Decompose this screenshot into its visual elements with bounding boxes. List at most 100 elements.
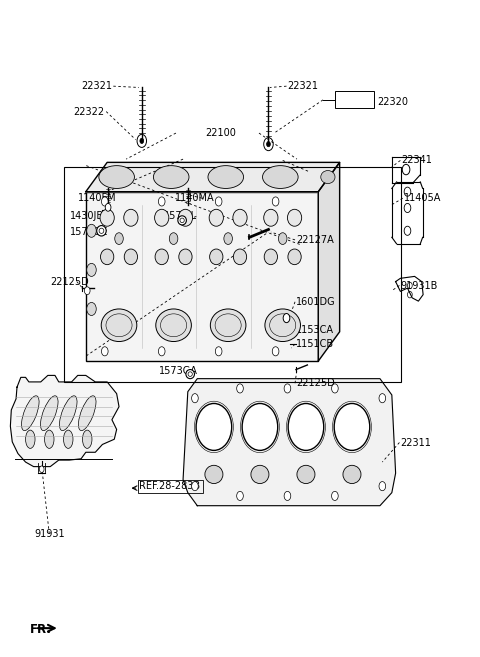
Circle shape [237,491,243,501]
Ellipse shape [25,430,35,448]
Text: 91931: 91931 [34,530,65,539]
Ellipse shape [288,249,301,265]
Circle shape [216,197,222,206]
Circle shape [101,347,108,356]
Text: 1573GA: 1573GA [159,366,198,376]
Text: 1430JB: 1430JB [70,212,104,221]
Ellipse shape [208,166,243,189]
Text: 1601DG: 1601DG [296,298,336,307]
Text: 22322: 22322 [73,107,105,117]
Polygon shape [318,162,340,361]
Ellipse shape [343,465,361,484]
Ellipse shape [99,166,134,189]
Circle shape [284,491,291,501]
Ellipse shape [321,171,335,183]
Text: 91931B: 91931B [400,281,438,290]
Ellipse shape [265,309,300,342]
Circle shape [283,313,290,323]
Ellipse shape [264,249,277,265]
Ellipse shape [124,249,137,265]
Text: 1573GE: 1573GE [70,227,108,237]
Text: 1573JL: 1573JL [164,212,197,221]
Text: FR.: FR. [30,623,52,636]
Ellipse shape [233,210,247,226]
Text: 22320: 22320 [378,97,408,107]
Ellipse shape [83,430,92,448]
Bar [138,480,203,493]
Ellipse shape [63,430,73,448]
Circle shape [140,138,144,143]
Circle shape [332,491,338,501]
Ellipse shape [101,309,137,342]
Ellipse shape [196,403,232,451]
Circle shape [84,287,90,294]
Polygon shape [183,378,396,506]
Ellipse shape [115,233,123,244]
Circle shape [87,263,96,277]
Bar [86,192,318,361]
Circle shape [101,197,108,206]
Circle shape [87,302,96,315]
Circle shape [105,204,111,212]
Ellipse shape [40,396,58,430]
Text: 22125D: 22125D [296,378,335,388]
Ellipse shape [288,403,324,451]
Circle shape [87,224,96,237]
Ellipse shape [155,210,169,226]
Circle shape [272,347,279,356]
Text: 22341: 22341 [401,156,432,166]
Circle shape [192,394,198,403]
Ellipse shape [156,309,192,342]
Ellipse shape [297,465,315,484]
Ellipse shape [278,233,287,244]
Ellipse shape [124,210,138,226]
Circle shape [158,197,165,206]
Text: REF.28-283B: REF.28-283B [139,481,201,491]
Circle shape [272,197,279,206]
Ellipse shape [264,210,278,226]
Text: 1140MA: 1140MA [175,193,214,203]
Ellipse shape [178,215,186,225]
Circle shape [284,384,291,393]
Text: 22125D: 22125D [50,277,89,286]
Circle shape [266,141,270,147]
Ellipse shape [288,210,301,226]
Text: 22127A: 22127A [296,235,334,245]
Ellipse shape [154,166,189,189]
Ellipse shape [334,403,370,451]
Ellipse shape [45,430,54,448]
Text: 22321: 22321 [288,81,318,91]
Ellipse shape [22,396,39,430]
Ellipse shape [210,249,223,265]
Ellipse shape [100,249,114,265]
Ellipse shape [155,249,168,265]
Text: 22311: 22311 [400,438,431,447]
Circle shape [216,347,222,356]
Polygon shape [11,375,119,466]
Ellipse shape [210,309,246,342]
Ellipse shape [205,465,223,484]
Circle shape [332,384,338,393]
Ellipse shape [179,210,192,226]
Ellipse shape [186,369,194,378]
Ellipse shape [251,465,269,484]
Text: 22321: 22321 [81,81,112,91]
Bar [64,167,401,382]
Ellipse shape [233,249,247,265]
Text: 1153CA: 1153CA [296,325,334,335]
Ellipse shape [78,396,96,430]
Text: 11405A: 11405A [404,193,441,203]
Circle shape [237,384,243,393]
Circle shape [158,347,165,356]
Circle shape [379,482,385,491]
Circle shape [192,482,198,491]
Text: 1140FM: 1140FM [78,193,116,203]
Ellipse shape [242,403,278,451]
Ellipse shape [60,396,77,430]
Circle shape [379,394,385,403]
Ellipse shape [96,225,106,236]
Text: 1151CB: 1151CB [296,339,334,349]
Text: 22100: 22100 [205,128,237,138]
Ellipse shape [209,210,223,226]
Bar [335,91,374,108]
